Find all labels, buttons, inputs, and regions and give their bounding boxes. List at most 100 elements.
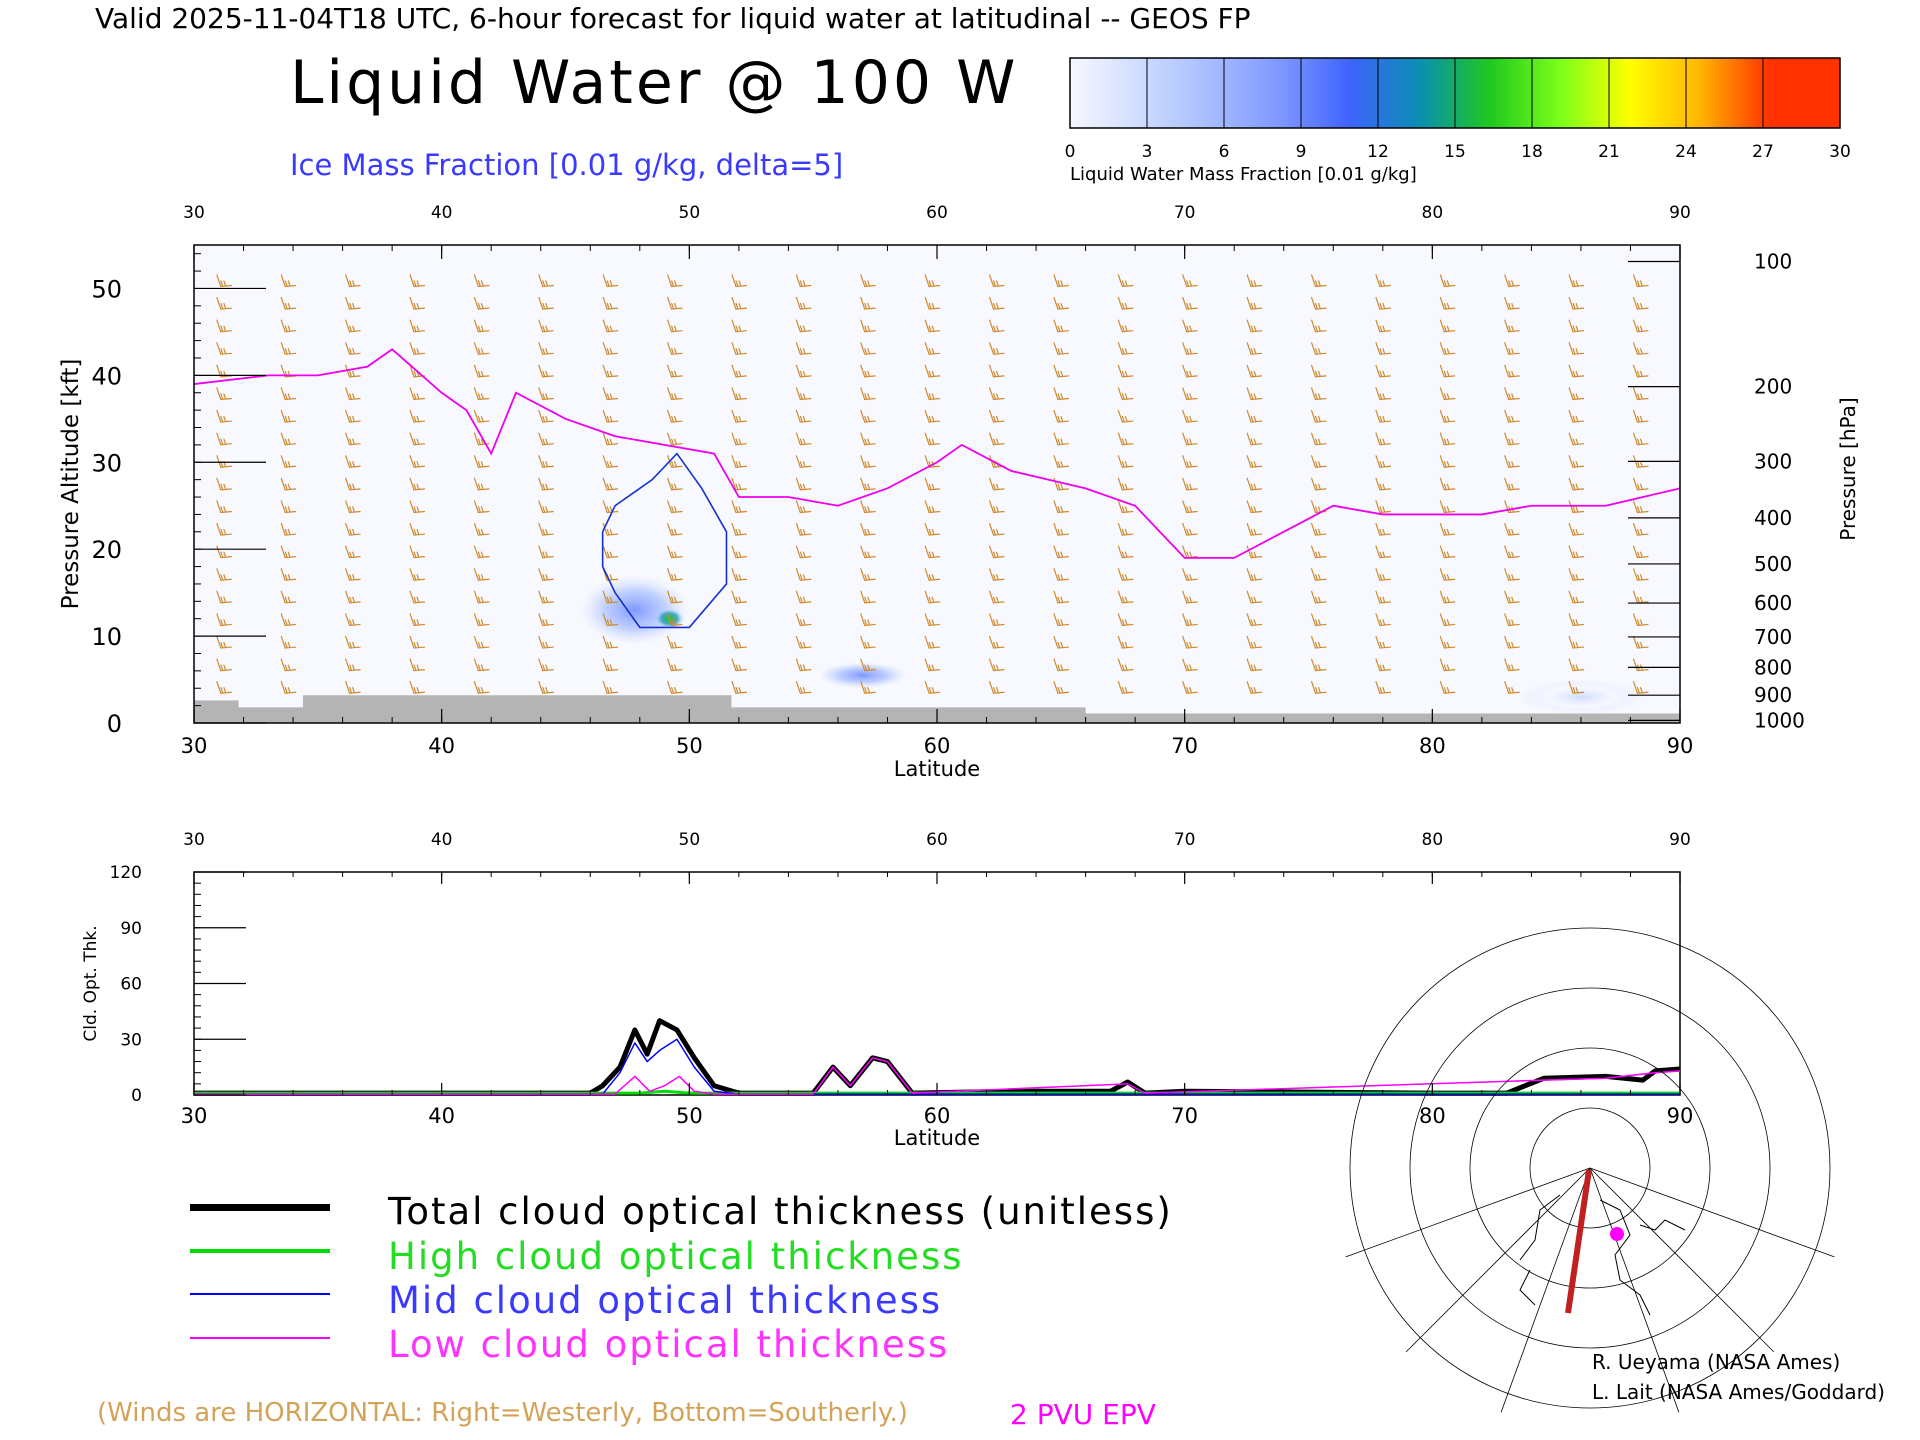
wind-barb	[1117, 477, 1134, 491]
wind-barb	[1117, 568, 1134, 581]
wind-barb	[1310, 296, 1327, 310]
x-tick-label-top: 80	[1422, 203, 1444, 223]
wind-barb	[924, 613, 941, 627]
wind-barb	[1053, 432, 1069, 446]
wind-barb	[1632, 432, 1649, 446]
wind-barb	[1375, 545, 1391, 559]
wind-barb	[731, 296, 747, 310]
wind-barb	[1504, 319, 1520, 333]
wind-barb	[666, 319, 683, 333]
wind-barb	[1632, 296, 1649, 310]
wind-barb	[1053, 590, 1069, 604]
legend-label-low: Low cloud optical thickness	[388, 1323, 950, 1366]
wind-barb	[795, 455, 812, 468]
wind-barb	[795, 296, 812, 310]
sub-x-tick-label: 50	[676, 1104, 703, 1128]
wind-barb	[666, 477, 683, 491]
wind-barb	[731, 432, 747, 446]
wind-barb	[280, 635, 297, 649]
colorbar-tick-label: 18	[1521, 142, 1543, 162]
wind-barb	[1375, 477, 1391, 491]
wind-barb	[988, 613, 1005, 627]
wind-barb	[280, 658, 297, 672]
wind-barb	[988, 477, 1005, 491]
wind-barb	[795, 522, 812, 536]
colorbar-segment	[1770, 58, 1841, 128]
liquid-water-blob	[818, 662, 908, 689]
wind-barb	[344, 635, 361, 649]
wind-barb	[1310, 522, 1327, 536]
wind-barb	[1439, 387, 1456, 401]
wind-barb	[666, 455, 683, 468]
wind-barb	[538, 568, 554, 581]
wind-barb	[924, 432, 941, 446]
wind-barb	[924, 500, 941, 514]
wind-barb	[1310, 545, 1327, 559]
legend-item-mid: Mid cloud optical thickness	[190, 1279, 1190, 1333]
x-tick-label-top: 60	[926, 203, 948, 223]
wind-barb	[1504, 568, 1520, 581]
wind-barb	[988, 568, 1005, 581]
wind-barb	[216, 296, 232, 310]
wind-barb	[795, 613, 812, 627]
wind-barb	[216, 613, 232, 627]
wind-barb	[473, 477, 490, 491]
wind-barb	[1310, 342, 1327, 355]
wind-barb	[1504, 455, 1520, 468]
wind-barb	[602, 613, 619, 627]
x-tick-label: 30	[181, 734, 208, 758]
wind-barb	[1117, 432, 1134, 446]
wind-barb	[1053, 681, 1069, 694]
colorbar-tick-label: 24	[1675, 142, 1697, 162]
wind-barb	[1439, 522, 1456, 536]
wind-barb	[1504, 477, 1520, 491]
wind-barb	[1053, 409, 1069, 423]
y-tick-label: 50	[91, 275, 122, 303]
wind-barb	[988, 364, 1005, 378]
wind-barb	[731, 274, 747, 288]
colorbar-segment	[1560, 58, 1631, 128]
series-line-2	[194, 1038, 1680, 1095]
wind-barb	[1182, 590, 1198, 604]
wind-barb	[1439, 545, 1456, 559]
wind-barb	[280, 432, 297, 446]
wind-barb	[1632, 319, 1649, 333]
wind-barb	[409, 477, 426, 491]
wind-barb	[1504, 613, 1520, 627]
pressure-tick-label: 600	[1754, 591, 1792, 615]
wind-barb	[1439, 319, 1456, 333]
pressure-tick-label: 800	[1754, 655, 1792, 679]
pressure-tick-label: 500	[1754, 552, 1792, 576]
wind-barb	[1439, 432, 1456, 446]
wind-barb	[1246, 658, 1263, 672]
wind-barb	[860, 319, 876, 333]
wind-barb	[344, 681, 361, 694]
wind-barb	[473, 522, 490, 536]
wind-barb	[602, 477, 619, 491]
wind-barb	[216, 635, 232, 649]
wind-barb	[1439, 342, 1456, 355]
wind-barb	[1246, 409, 1263, 423]
wind-barb	[473, 319, 490, 333]
wind-barb	[731, 500, 747, 514]
sub-x-tick-label: 70	[1171, 1104, 1198, 1128]
wind-barb	[538, 681, 554, 694]
wind-barb	[344, 658, 361, 672]
wind-barb	[1568, 568, 1585, 581]
wind-barb	[666, 522, 683, 536]
wind-barb	[924, 635, 941, 649]
legend-label-total: Total cloud optical thickness (unitless)	[388, 1190, 1173, 1233]
colorbar-tick-label: 21	[1598, 142, 1620, 162]
wind-barb	[1246, 477, 1263, 491]
colorbar-segment	[1700, 58, 1771, 128]
wind-barb	[1504, 409, 1520, 423]
wind-barb	[860, 635, 876, 649]
wind-barb	[1632, 681, 1649, 694]
wind-barb	[1182, 613, 1198, 627]
colorbar-label: Liquid Water Mass Fraction [0.01 g/kg]	[1070, 164, 1417, 185]
wind-barb	[538, 522, 554, 536]
map-location-dot	[1610, 1227, 1624, 1241]
wind-barb	[1053, 342, 1069, 355]
sub-y-tick-label: 0	[131, 1086, 142, 1106]
sub-x-tick-label: 40	[428, 1104, 455, 1128]
